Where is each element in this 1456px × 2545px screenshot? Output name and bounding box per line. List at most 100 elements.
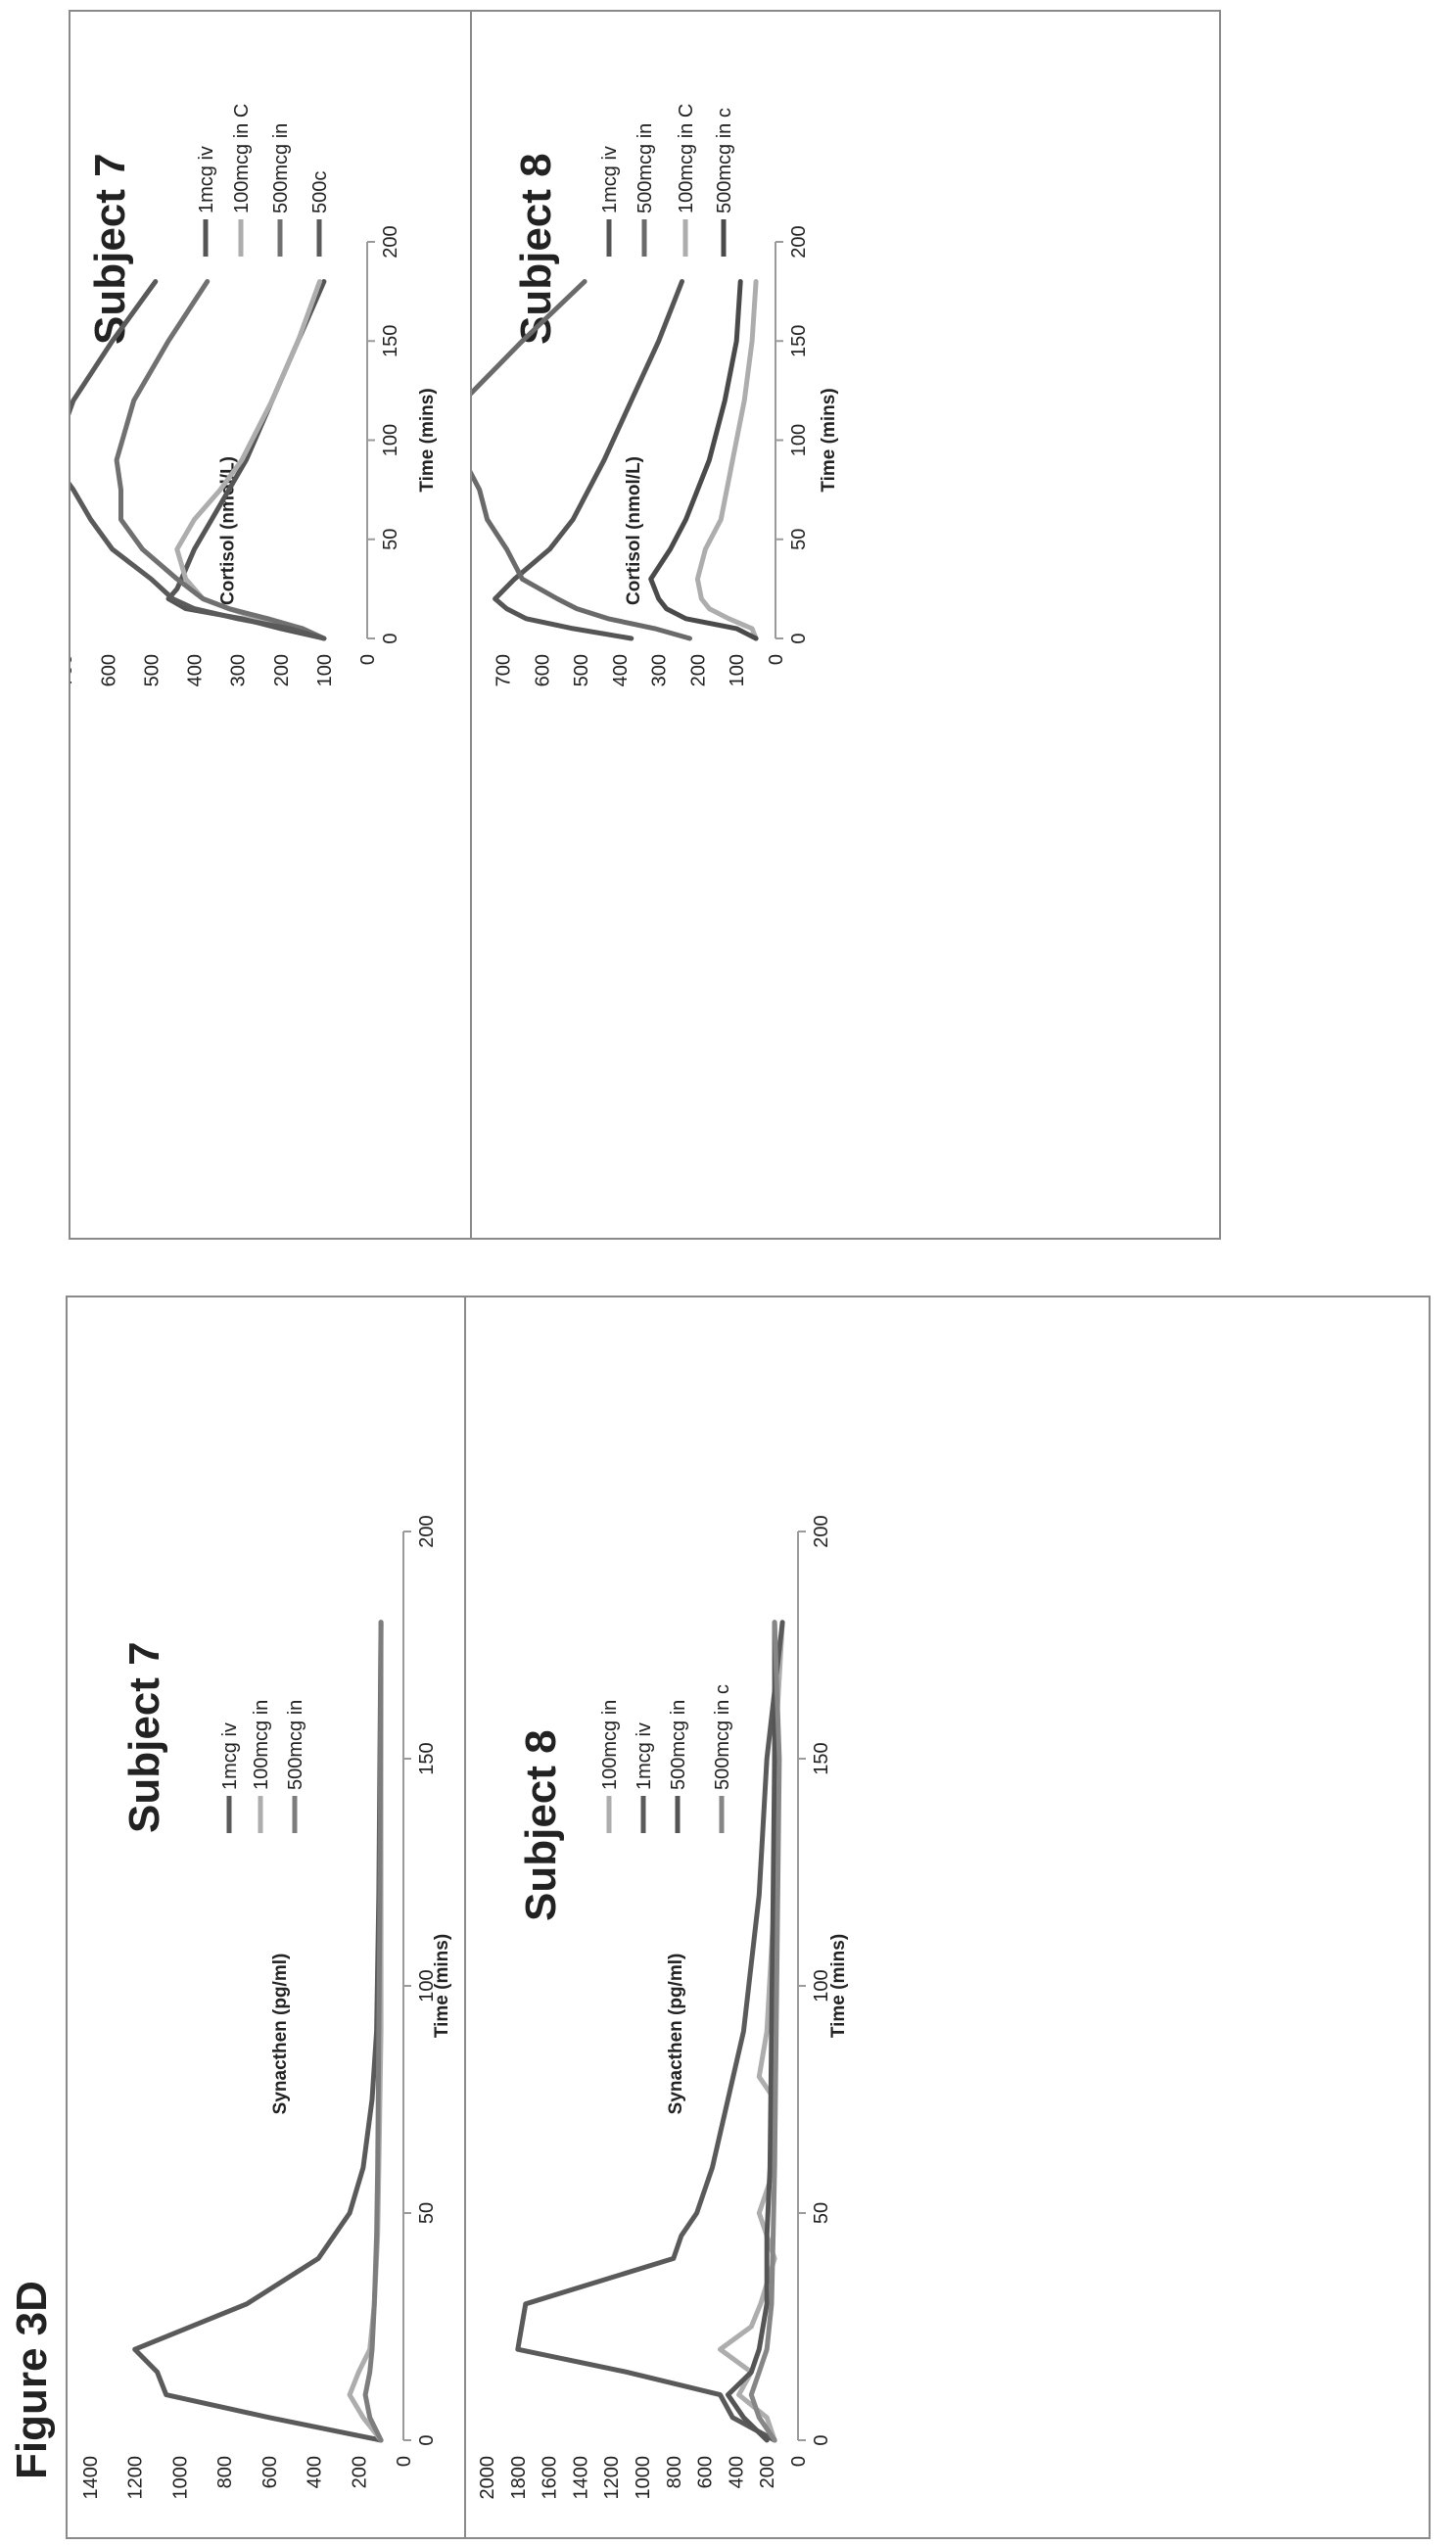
x-axis-title: Time (mins) — [417, 388, 438, 492]
series-line-2 — [174, 279, 327, 641]
chart-panel-subject8-cortisol: 0501001502000100200300400500600700800900… — [470, 10, 1221, 1240]
series-line-4 — [648, 279, 759, 641]
chart-title: Subject 8 — [512, 153, 560, 345]
y-tick-label: 600 — [532, 654, 553, 686]
x-tick-label: 150 — [416, 1742, 438, 1774]
x-tick-label: 0 — [380, 633, 401, 643]
chart-title: Subject 8 — [517, 1729, 565, 1921]
series-line-3 — [726, 1620, 777, 2443]
legend-label: 1mcg iv — [219, 1722, 241, 1790]
chart-panel-subject8-synacthen: 0 50 100 150 200 0 200 400 600 800 1000 1200 1400 160… — [464, 1296, 1431, 2539]
series-line-3 — [362, 1620, 384, 2443]
y-tick-label: 1200 — [601, 2456, 623, 2500]
x-axis-title: Time (mins) — [828, 1934, 849, 2038]
y-tick-label: 2000 — [477, 2456, 498, 2500]
series-line-3 — [694, 279, 759, 641]
y-tick-label: 0 — [788, 2456, 810, 2467]
y-tick-label: 200 — [271, 654, 293, 686]
x-tick-label: 100 — [380, 424, 401, 456]
y-tick-label: 400 — [305, 2456, 326, 2488]
y-tick-label: 100 — [314, 654, 336, 686]
y-tick-label: 200 — [757, 2456, 778, 2488]
legend-label: 1mcg iv — [599, 146, 621, 213]
x-tick-label: 150 — [788, 325, 810, 357]
x-tick-label: 100 — [416, 1969, 438, 2002]
y-tick-label: 1400 — [80, 2456, 102, 2500]
x-tick-label: 50 — [788, 529, 810, 550]
y-axis-title: Cortisol (nmol/L) — [218, 456, 239, 605]
y-tick-label: 0 — [766, 654, 787, 665]
legend-label: 100mcg in C — [231, 104, 253, 213]
x-tick-label: 0 — [811, 2434, 832, 2445]
x-tick-label: 50 — [416, 2202, 438, 2224]
legend-label: 500mcg in c — [712, 1684, 733, 1790]
chart-title: Subject 7 — [86, 153, 134, 345]
y-tick-label: 700 — [70, 654, 76, 686]
y-tick-label: 1000 — [169, 2456, 191, 2500]
chart-svg: 0501001502000100200300400500600700800Tim… — [70, 104, 438, 686]
y-tick-label: 200 — [687, 654, 709, 686]
x-tick-label: 200 — [811, 1515, 832, 1547]
legend-label: 1mcg iv — [196, 146, 217, 213]
legend-label: 500mcg in — [285, 1700, 306, 1790]
y-tick-label: 1200 — [125, 2456, 147, 2500]
x-tick-label: 0 — [788, 633, 810, 643]
chart-svg: 0 50 100 150 200 0 200 400 600 800 1000 1200 1400 Tim… — [80, 1515, 452, 2500]
legend-label: 500c — [309, 171, 331, 213]
series-line-4 — [70, 279, 327, 641]
y-tick-label: 300 — [228, 654, 250, 686]
x-tick-label: 50 — [380, 529, 401, 550]
legend-label: 500mcg in — [270, 123, 292, 213]
y-tick-label: 300 — [649, 654, 671, 686]
y-tick-label: 200 — [349, 2456, 370, 2488]
legend-label: 500mcg in — [634, 123, 656, 213]
x-tick-label: 150 — [811, 1742, 832, 1774]
y-tick-label: 400 — [726, 2456, 747, 2488]
chart-svg: 0501001502000200400600800100012001400160… — [477, 1515, 849, 2500]
y-tick-label: 0 — [357, 654, 379, 665]
x-tick-label: 200 — [416, 1515, 438, 1547]
y-tick-label: 600 — [259, 2456, 281, 2488]
y-axis-title: Cortisol (nmol/L) — [624, 456, 644, 605]
x-axis-title: Time (mins) — [432, 1934, 452, 2038]
chart-svg: 0501001502000100200300400500600700800900… — [472, 104, 839, 686]
y-tick-label: 800 — [472, 654, 476, 686]
y-tick-label: 600 — [695, 2456, 717, 2488]
chart-title: Subject 7 — [120, 1641, 168, 1833]
y-axis-title: Synacthen (pg/ml) — [270, 1954, 291, 2115]
y-tick-label: 0 — [394, 2456, 415, 2467]
y-tick-label: 1400 — [570, 2456, 591, 2500]
legend-label: 100mcg in C — [676, 104, 697, 213]
y-tick-label: 100 — [727, 654, 748, 686]
y-tick-label: 1000 — [633, 2456, 654, 2500]
series-line-2 — [515, 1620, 785, 2443]
series-line-4 — [748, 1620, 782, 2443]
y-tick-label: 1800 — [508, 2456, 530, 2500]
series-line-3 — [114, 279, 327, 641]
x-tick-label: 100 — [788, 424, 810, 456]
y-tick-label: 500 — [571, 654, 592, 686]
x-tick-label: 150 — [380, 325, 401, 357]
series-line-2 — [472, 279, 692, 641]
y-tick-label: 500 — [141, 654, 163, 686]
y-tick-label: 700 — [493, 654, 515, 686]
y-tick-label: 1600 — [540, 2456, 561, 2500]
legend-label: 500mcg in — [668, 1700, 689, 1790]
legend-label: 500mcg in c — [714, 108, 735, 213]
legend-label: 100mcg in — [251, 1700, 272, 1790]
series-line-1 — [493, 279, 684, 641]
x-tick-label: 200 — [380, 225, 401, 258]
x-tick-label: 200 — [788, 225, 810, 258]
y-axis-title: Synacthen (pg/ml) — [666, 1954, 686, 2115]
x-tick-label: 0 — [416, 2434, 438, 2445]
legend-label: 1mcg iv — [634, 1722, 655, 1790]
x-tick-label: 50 — [811, 2202, 832, 2224]
y-tick-label: 400 — [610, 654, 632, 686]
y-tick-label: 400 — [185, 654, 207, 686]
y-tick-label: 800 — [214, 2456, 236, 2488]
legend-label: 100mcg in — [599, 1700, 621, 1790]
x-axis-title: Time (mins) — [819, 388, 839, 492]
y-tick-label: 800 — [664, 2456, 685, 2488]
figure-label: Figure 3D — [8, 2281, 56, 2479]
x-tick-label: 100 — [811, 1969, 832, 2002]
